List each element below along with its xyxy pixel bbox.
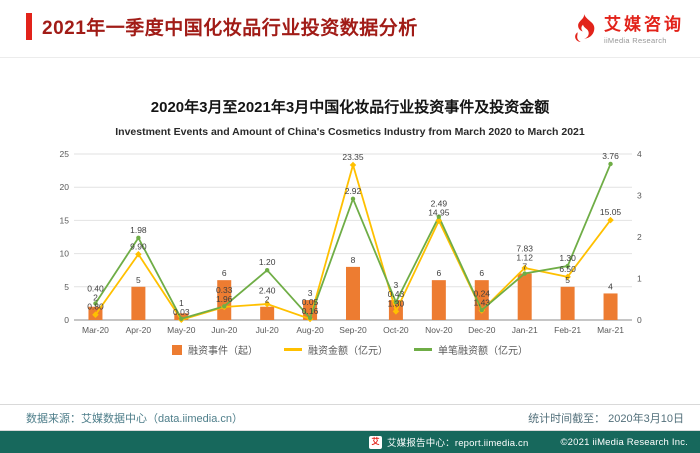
svg-text:May-20: May-20 xyxy=(167,325,196,335)
svg-text:5: 5 xyxy=(136,275,141,285)
svg-text:5: 5 xyxy=(64,282,69,292)
svg-text:1.30: 1.30 xyxy=(559,253,576,263)
svg-text:0.43: 0.43 xyxy=(388,289,405,299)
svg-text:14.95: 14.95 xyxy=(428,208,450,218)
flame-logo-icon xyxy=(568,13,598,48)
svg-text:0.33: 0.33 xyxy=(216,285,233,295)
svg-text:25: 25 xyxy=(60,149,70,159)
legend-yellow-line-swatch xyxy=(284,348,302,351)
svg-text:1.96: 1.96 xyxy=(216,294,233,304)
legend-item-single-amount: 单笔融资额（亿元） xyxy=(414,342,528,357)
svg-text:1.30: 1.30 xyxy=(388,298,405,308)
header: 2021年一季度中国化妆品行业投资数据分析 艾媒咨询 iiMedia Resea… xyxy=(0,0,700,48)
svg-text:10: 10 xyxy=(60,249,70,259)
legend-item-amount: 融资金额（亿元） xyxy=(284,342,388,357)
svg-text:3: 3 xyxy=(394,280,399,290)
svg-text:Dec-20: Dec-20 xyxy=(468,325,496,335)
header-divider xyxy=(0,57,700,58)
svg-text:2.92: 2.92 xyxy=(345,186,362,196)
svg-text:0: 0 xyxy=(637,315,642,325)
svg-text:6.50: 6.50 xyxy=(559,264,576,274)
svg-text:23.35: 23.35 xyxy=(342,152,364,162)
legend-green-line-swatch xyxy=(414,348,432,351)
logo-text: 艾媒咨询 iiMedia Research xyxy=(604,16,684,45)
legend-item-events: 融资事件（起） xyxy=(172,342,258,357)
svg-text:Mar-20: Mar-20 xyxy=(82,325,109,335)
report-center-text: 艾媒报告中心：report.iimedia.cn xyxy=(386,438,529,449)
bottom-bar: 艾 艾媒报告中心：report.iimedia.cn ©2021 iiMedia… xyxy=(0,431,700,453)
svg-text:1.43: 1.43 xyxy=(473,298,490,308)
svg-text:Mar-21: Mar-21 xyxy=(597,325,624,335)
svg-text:15: 15 xyxy=(60,215,70,225)
svg-text:0.80: 0.80 xyxy=(87,302,104,312)
svg-text:3.76: 3.76 xyxy=(602,151,619,161)
svg-text:1.98: 1.98 xyxy=(130,225,147,235)
svg-text:4: 4 xyxy=(608,281,613,291)
svg-text:5: 5 xyxy=(565,275,570,285)
iimedia-logo: 艾媒咨询 iiMedia Research xyxy=(568,13,684,48)
svg-text:Aug-20: Aug-20 xyxy=(296,325,324,335)
svg-text:6: 6 xyxy=(479,268,484,278)
svg-text:6: 6 xyxy=(222,268,227,278)
svg-text:2: 2 xyxy=(93,293,98,303)
svg-text:20: 20 xyxy=(60,182,70,192)
svg-text:3: 3 xyxy=(637,191,642,201)
legend-label-amount: 融资金额（亿元） xyxy=(308,346,388,357)
meta-band: 数据来源：艾媒数据中心（data.iimedia.cn） 统计时间截至： 202… xyxy=(0,404,700,431)
svg-text:1: 1 xyxy=(637,274,642,284)
svg-text:2: 2 xyxy=(637,232,642,242)
stat-deadline-label: 统计时间截至： xyxy=(528,412,606,425)
svg-text:1: 1 xyxy=(179,298,184,308)
report-center-group: 艾 艾媒报告中心：report.iimedia.cn xyxy=(368,435,529,449)
stat-deadline-date: 2020年3月10日 xyxy=(608,412,684,425)
svg-text:6: 6 xyxy=(436,268,441,278)
chart-title: 2020年3月至2021年3月中国化妆品行业投资事件及投资金额 xyxy=(150,99,550,116)
logo-brand-en: iiMedia Research xyxy=(604,35,667,45)
chart-legend: 融资事件（起） 融资金额（亿元） 单笔融资额（亿元） xyxy=(172,342,528,357)
svg-text:3: 3 xyxy=(308,288,313,298)
svg-text:Apr-20: Apr-20 xyxy=(126,325,152,335)
svg-text:7: 7 xyxy=(522,262,527,272)
title-row: 2021年一季度中国化妆品行业投资数据分析 xyxy=(26,13,418,40)
svg-text:15.05: 15.05 xyxy=(600,207,622,217)
stat-deadline-text: 统计时间截至： 2020年3月10日 xyxy=(528,410,684,426)
chart-subtitle: Investment Events and Amount of China's … xyxy=(115,126,585,138)
svg-text:0.24: 0.24 xyxy=(473,289,490,299)
svg-text:Feb-21: Feb-21 xyxy=(554,325,581,335)
svg-text:Sep-20: Sep-20 xyxy=(339,325,367,335)
legend-label-events: 融资事件（起） xyxy=(188,346,258,357)
svg-text:0.16: 0.16 xyxy=(302,306,319,316)
svg-text:0.05: 0.05 xyxy=(302,297,319,307)
svg-text:0: 0 xyxy=(64,315,69,325)
svg-text:2.49: 2.49 xyxy=(431,199,448,209)
svg-text:1.12: 1.12 xyxy=(516,253,533,263)
chart-area: 0 5 10 15 20 25 0 1 2 3 4 0.80 2 0.40 5 9.90 1.98 0.03 1 1.… xyxy=(0,146,700,357)
legend-label-single-amount: 单笔融资额（亿元） xyxy=(438,346,528,357)
svg-text:1.20: 1.20 xyxy=(259,257,276,267)
svg-text:Jan-21: Jan-21 xyxy=(512,325,538,335)
legend-bar-swatch xyxy=(172,344,182,355)
title-accent-bar xyxy=(26,13,32,40)
page-title: 2021年一季度中国化妆品行业投资数据分析 xyxy=(42,18,418,39)
bottom-bar-logo-icon: 艾 xyxy=(368,435,382,449)
data-source-text: 数据来源：艾媒数据中心（data.iimedia.cn） xyxy=(26,412,243,425)
svg-text:7.83: 7.83 xyxy=(516,244,533,254)
logo-brand-cn: 艾媒咨询 xyxy=(604,15,684,35)
svg-text:8: 8 xyxy=(351,255,356,265)
svg-text:4: 4 xyxy=(637,149,642,159)
svg-text:2.40: 2.40 xyxy=(259,286,276,296)
svg-text:Jun-20: Jun-20 xyxy=(211,325,237,335)
svg-text:2: 2 xyxy=(265,295,270,305)
copyright-text: ©2021 iiMedia Research Inc. xyxy=(560,436,688,448)
svg-text:0.40: 0.40 xyxy=(87,284,104,294)
svg-text:Jul-20: Jul-20 xyxy=(256,325,279,335)
svg-text:Oct-20: Oct-20 xyxy=(383,325,409,335)
svg-text:Nov-20: Nov-20 xyxy=(425,325,453,335)
svg-text:0.03: 0.03 xyxy=(173,307,190,317)
svg-text:9.90: 9.90 xyxy=(130,241,147,251)
